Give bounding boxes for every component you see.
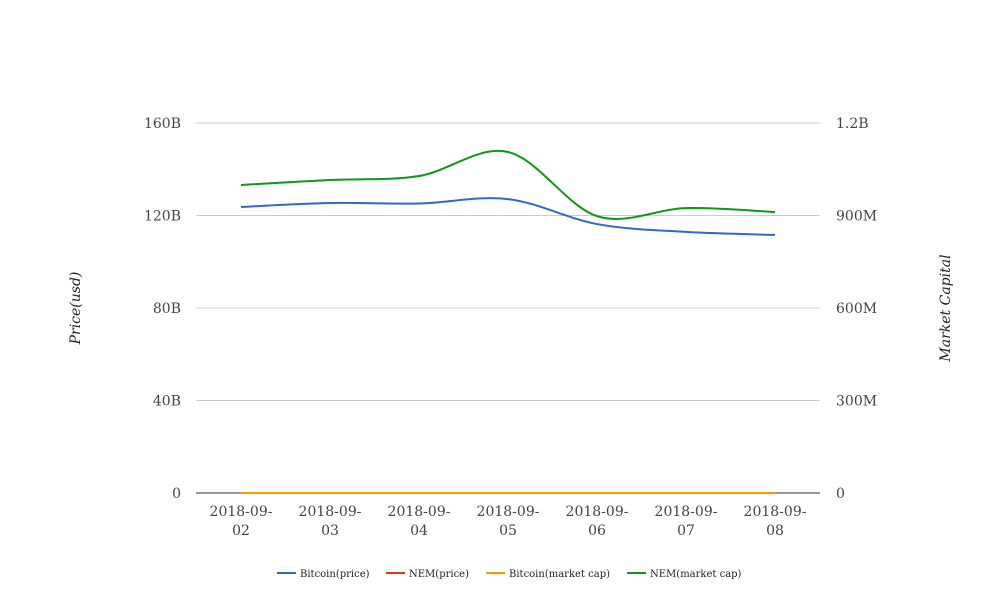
y2-tick-label: 300M [836,394,877,410]
x-tick-label: 2018-09-05 [477,504,540,539]
legend-label: Bitcoin(market cap) [509,569,610,580]
legend-label: NEM(market cap) [650,569,742,580]
y2-tick-label: 0 [836,486,845,502]
legend-label: NEM(price) [409,569,469,580]
y-axis-title: Price(usd) [68,272,84,346]
y-tick-label: 160B [144,116,181,132]
y-tick-label: 120B [144,209,181,225]
x-tick-label: 2018-09-02 [210,504,273,539]
y2-tick-label: 1.2B [836,116,869,132]
y2-tick-label: 900M [836,209,877,225]
y-tick-label: 40B [153,394,181,410]
series-line-bitcoin-price- [240,197,776,236]
y-tick-label: 0 [172,486,181,502]
x-tick-label: 2018-09-06 [566,504,629,539]
x-tick-label: 2018-09-08 [744,504,807,539]
y-tick-label: 80B [153,301,181,317]
y2-axis-title: Market Capital [938,254,954,362]
x-tick-label: 2018-09-03 [299,504,362,539]
x-tick-label: 2018-09-07 [655,504,718,539]
legend-label: Bitcoin(price) [300,569,370,580]
series-line-nem-market-cap- [240,149,776,220]
y2-tick-label: 600M [836,301,877,317]
x-tick-label: 2018-09-04 [388,504,451,539]
